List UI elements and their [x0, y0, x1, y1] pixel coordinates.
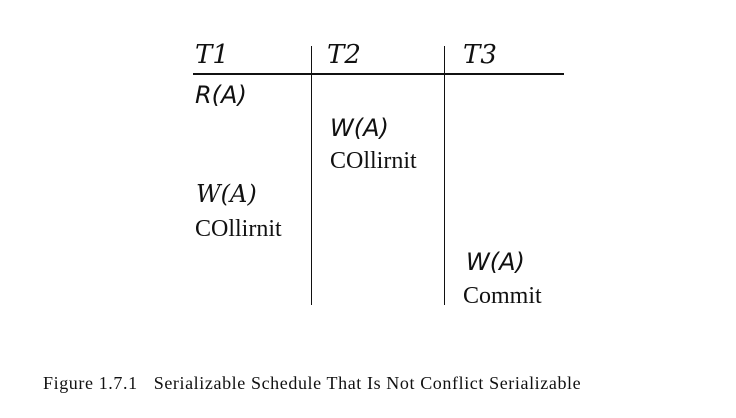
op-t1-read-a: R(A)	[195, 81, 247, 109]
figure-caption: Figure 1.7.1 Serializable Schedule That I…	[43, 372, 581, 394]
op-t1-commit: COllirnit	[195, 216, 282, 242]
op-t3-write-a: W(A)	[466, 248, 525, 276]
schedule-table: T1 T2 T3 R(A) W(A) COllirnit W(A) COllir…	[193, 40, 564, 309]
figure-caption-text: Serializable Schedule That Is Not Confli…	[153, 373, 582, 393]
op-t3-commit: Commit	[463, 283, 542, 309]
op-t2-write-a: W(A)	[330, 114, 389, 142]
figure-number: Figure 1.7.1	[43, 373, 138, 393]
header-t2: T2	[327, 40, 361, 70]
header-t1: T1	[195, 40, 229, 70]
op-t1-write-a: W(A)	[196, 180, 257, 208]
column-divider-2	[444, 46, 445, 305]
header-t3: T3	[463, 40, 497, 70]
column-divider-1	[311, 46, 312, 305]
header-rule	[193, 73, 564, 75]
op-t2-commit: COllirnit	[330, 148, 417, 174]
